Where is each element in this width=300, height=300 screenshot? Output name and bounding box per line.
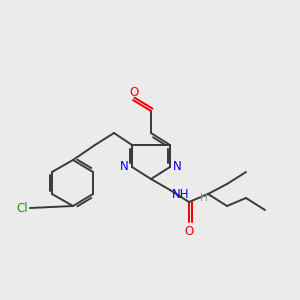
Text: Cl: Cl: [16, 202, 28, 214]
Text: H: H: [200, 193, 208, 203]
Text: N: N: [173, 160, 182, 173]
Text: O: O: [129, 86, 139, 99]
Text: O: O: [184, 225, 194, 238]
Text: NH: NH: [172, 188, 190, 202]
Text: N: N: [120, 160, 129, 173]
